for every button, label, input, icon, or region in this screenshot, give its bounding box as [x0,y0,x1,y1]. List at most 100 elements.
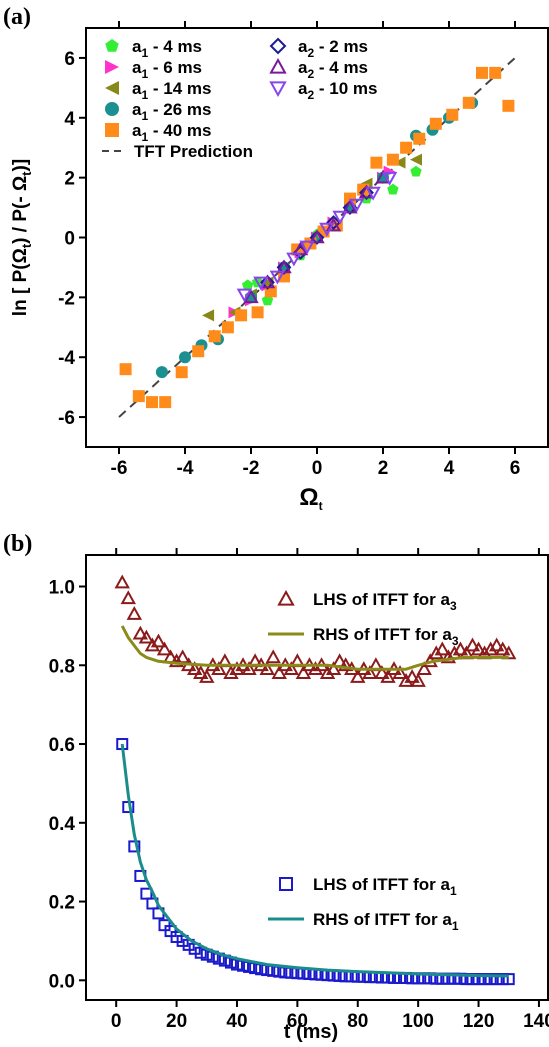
y-tick-label: 0 [64,229,75,250]
data-point [199,669,215,683]
series-4 [119,66,515,409]
data-point [434,641,451,656]
series-0 [114,574,517,687]
data-point [138,629,155,644]
data-point [269,270,286,285]
data-point [392,665,408,679]
legend-label: a1 - 14 ms [132,79,211,102]
data-point [501,645,517,660]
data-point [381,171,398,186]
legend-label: RHS of ITFT for a1 [313,910,459,933]
data-point [344,192,356,205]
data-point [202,309,215,322]
legend-label: a1 - 40 ms [132,121,211,144]
y-tick-label: 4 [64,109,75,130]
data-point [170,930,183,943]
data-point [194,946,207,959]
data-point [482,641,499,656]
data-point [156,641,173,656]
data-point [489,66,502,79]
series-7 [236,171,398,303]
data-point [398,672,414,687]
data-point [208,330,221,343]
data-point [327,969,340,982]
data-point [429,117,442,130]
data-point [502,973,515,986]
legend-marker [105,81,119,95]
data-point [155,366,168,379]
data-point [413,132,426,145]
y-tick-label: 6 [64,49,75,70]
series-line [120,743,509,978]
data-point [325,661,342,676]
legend-marker [105,102,119,116]
data-point [259,661,275,676]
data-point [495,641,511,656]
data-point [229,661,245,676]
y-tick-label: 0.6 [49,735,75,756]
data-point [192,345,205,358]
data-point [236,288,253,303]
data-point [452,641,469,656]
data-point [351,970,364,983]
legend-marker [279,877,293,891]
data-point [150,633,167,648]
data-point [502,99,515,112]
legend-label: a2 - 4 ms [298,58,368,81]
x-tick-label: 140 [523,1011,549,1032]
data-point [377,171,389,184]
data-point [337,657,354,672]
x-tick-label: 40 [226,1011,247,1032]
x-tick-label: 120 [463,1011,495,1032]
data-point [187,661,203,676]
data-point [241,661,257,676]
data-point [309,230,325,245]
data-point [470,641,487,656]
legend-label: a2 - 10 ms [298,79,377,102]
legend-marker [105,123,119,137]
data-point [260,274,275,290]
data-point [386,153,399,166]
data-point [176,934,189,947]
data-point [374,665,390,679]
data-point [211,661,227,676]
data-point [159,396,172,409]
y-tick-label: -4 [58,348,75,369]
y-tick-label: -2 [58,288,75,309]
x-tick-label: 20 [166,1011,187,1032]
data-point [144,637,161,652]
data-point [333,969,346,982]
legend-marker [269,81,287,98]
legend-label: a2 - 2 ms [298,37,368,60]
y-tick-label: 1.0 [49,578,75,599]
x-tick-label: 60 [287,1011,308,1032]
x-tick-label: 2 [378,458,389,479]
y-tick-label: 0.2 [49,893,75,914]
panel-b: (b) 0 20 40 60 80 100 120 140 0.0 0.2 0.4 0.6 0.8 1.0 L… [3,531,549,1043]
data-point [342,199,358,214]
legend-label: a1 - 6 ms [132,58,202,81]
data-point [223,665,239,679]
data-point [484,973,497,986]
data-point [146,396,158,409]
data-point [332,210,348,225]
x-tick-label: 100 [402,1011,434,1032]
data-point [168,653,185,668]
legend-marker [269,37,287,55]
data-point [286,252,302,267]
y-tick-label: 0.0 [49,971,75,992]
data-point [319,665,336,679]
x-tick-label: 4 [444,458,455,479]
series-1 [120,625,509,671]
data-point [404,669,420,683]
data-point [235,309,248,322]
data-point [410,153,422,166]
data-point [251,306,264,319]
data-point [393,156,406,169]
data-point [325,217,342,232]
data-point [140,887,153,900]
data-point [276,260,292,275]
data-point [265,649,281,664]
